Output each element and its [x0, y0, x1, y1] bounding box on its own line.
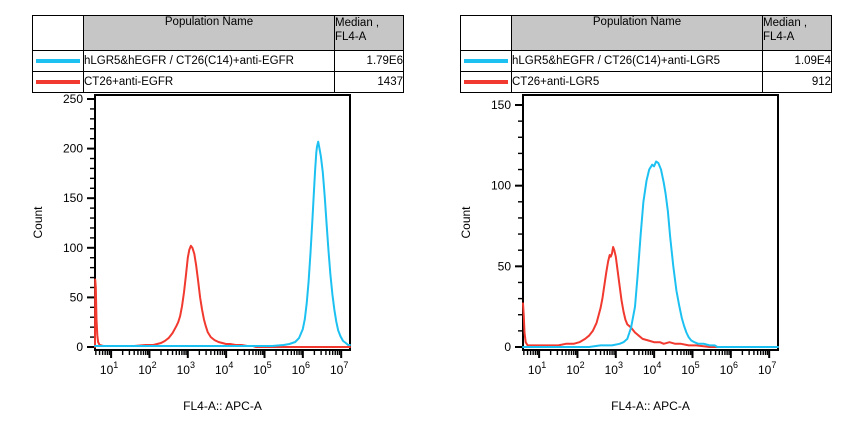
svg-text:101: 101 [100, 360, 118, 377]
median-value: 1.09E4 [762, 50, 832, 72]
svg-text:103: 103 [605, 360, 623, 377]
legend-header-population: Population Name [511, 15, 763, 51]
svg-text:FL4-A:: APC-A: FL4-A:: APC-A [183, 399, 262, 413]
svg-text:100: 100 [63, 241, 83, 255]
legend-header-population: Population Name [83, 15, 335, 51]
svg-text:106: 106 [292, 360, 310, 377]
svg-text:Count: Count [31, 206, 45, 239]
svg-text:104: 104 [215, 360, 233, 377]
legend-row: CT26+anti-LGR5 912 [460, 71, 832, 93]
svg-text:0: 0 [76, 340, 83, 354]
population-name: CT26+anti-LGR5 [511, 71, 763, 93]
svg-text:100: 100 [491, 179, 511, 193]
legend-header-median-line2: FL4-A [763, 31, 795, 43]
panel-anti-lgr5: Population Name Median , FL4-A hLGR5&hEG… [428, 0, 858, 426]
cyan-series-swatch [36, 59, 80, 63]
population-name: hLGR5&hEGFR / CT26(C14)+anti-EGFR [83, 50, 335, 72]
svg-text:102: 102 [138, 360, 156, 377]
legend-table: Population Name Median , FL4-A hLGR5&hEG… [32, 15, 404, 93]
legend-header-median-line1: Median , [763, 17, 808, 29]
population-name: hLGR5&hEGFR / CT26(C14)+anti-LGR5 [511, 50, 763, 72]
panel-anti-egfr: Population Name Median , FL4-A hLGR5&hEG… [31, 15, 404, 413]
legend-swatch-cell [32, 71, 84, 93]
cyan-series-swatch [464, 59, 508, 63]
legend-header-median-line1: Median , [335, 17, 380, 29]
svg-text:105: 105 [681, 360, 699, 377]
legend-row: hLGR5&hEGFR / CT26(C14)+anti-LGR5 1.09E4 [460, 50, 832, 72]
legend-header-row: Population Name Median , FL4-A [460, 15, 832, 51]
svg-text:250: 250 [63, 92, 83, 106]
svg-text:106: 106 [720, 360, 738, 377]
svg-text:150: 150 [491, 98, 511, 112]
svg-text:107: 107 [758, 360, 776, 377]
svg-text:107: 107 [330, 360, 348, 377]
legend-swatch-cell [460, 50, 512, 72]
legend-swatch-cell [32, 50, 84, 72]
svg-text:FL4-A:: APC-A: FL4-A:: APC-A [611, 399, 690, 413]
svg-text:102: 102 [566, 360, 584, 377]
svg-text:50: 50 [498, 259, 512, 273]
svg-text:103: 103 [177, 360, 195, 377]
median-value: 912 [762, 71, 832, 93]
population-name: CT26+anti-EGFR [83, 71, 335, 93]
histogram-plot-anti-egfr: 0 50 100 150 200 250 101 102 103 104 105 106 107 FL4-… [31, 92, 351, 413]
legend-table: Population Name Median , FL4-A hLGR5&hEG… [460, 15, 832, 93]
legend-header-row: Population Name Median , FL4-A [32, 15, 404, 51]
legend-swatch-cell [460, 71, 512, 93]
svg-text:150: 150 [63, 191, 83, 205]
legend-header-median: Median , FL4-A [762, 15, 832, 51]
svg-text:200: 200 [63, 142, 83, 156]
svg-text:Count: Count [459, 206, 473, 239]
median-value: 1.79E6 [334, 50, 404, 72]
svg-text:50: 50 [70, 290, 84, 304]
legend-header-swatch-cell [32, 15, 84, 51]
svg-text:0: 0 [504, 340, 511, 354]
legend-row: CT26+anti-EGFR 1437 [32, 71, 404, 93]
svg-text:104: 104 [643, 360, 661, 377]
svg-text:101: 101 [528, 360, 546, 377]
legend-header-median: Median , FL4-A [334, 15, 404, 51]
red-series-swatch [464, 80, 508, 84]
legend-header-median-line2: FL4-A [335, 31, 367, 43]
legend-row: hLGR5&hEGFR / CT26(C14)+anti-EGFR 1.79E6 [32, 50, 404, 72]
red-series-swatch [36, 80, 80, 84]
median-value: 1437 [334, 71, 404, 93]
legend-header-swatch-cell [460, 15, 512, 51]
svg-text:105: 105 [253, 360, 271, 377]
